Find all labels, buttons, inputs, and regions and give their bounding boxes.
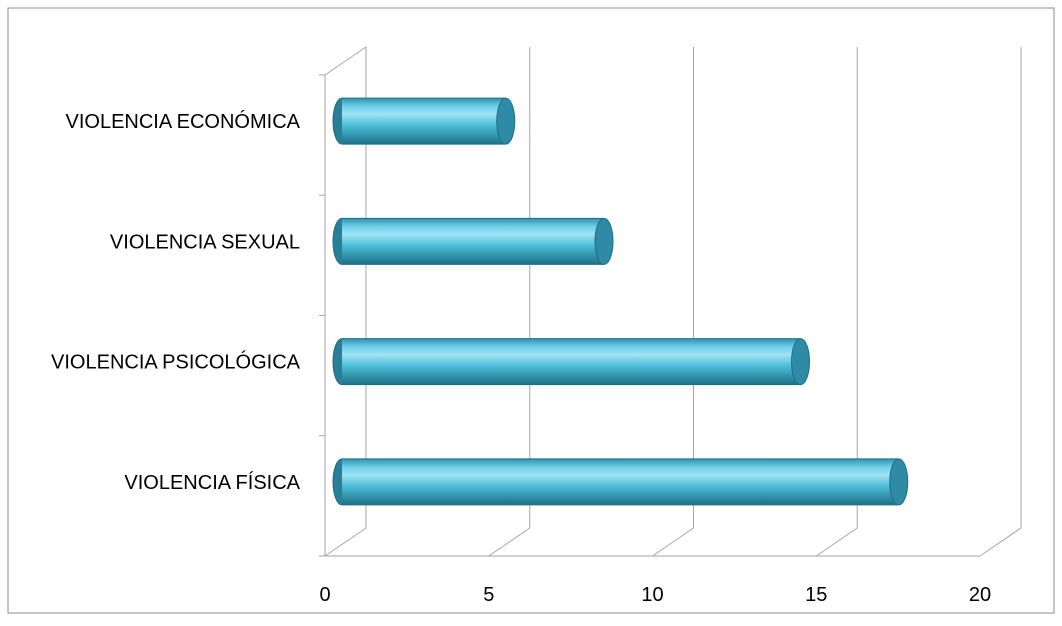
left-wall-top-edge [324,46,367,76]
bar-end-cap [594,217,614,265]
bar [332,217,614,265]
bar [332,338,810,386]
bar-body [342,338,801,385]
category-label: VIOLENCIA SEXUAL [110,231,300,253]
floor-gridline [979,527,1022,557]
labels-layer: 0 5 10 15 20 VIOLENCIA ECONÓMICA VIOLENCIA SEX… [51,110,991,606]
floor-gridline [815,527,858,557]
x-tick-label: 15 [805,584,827,606]
bar-body [342,458,899,505]
grid-layer [319,46,1022,557]
floor-gridline [652,527,694,557]
bar-end-cap [496,97,516,145]
category-label: VIOLENCIA PSICOLÓGICA [51,351,301,374]
plot-border [7,7,1055,614]
x-tick-label: 5 [483,584,494,606]
bar-end-cap [791,338,810,386]
x-tick-label: 0 [319,584,330,606]
bars-layer [332,97,909,506]
category-label: VIOLENCIA ECONÓMICA [66,110,301,133]
x-tick-label: 20 [969,584,991,606]
bar-body [342,218,604,265]
bar-end-cap [889,458,909,506]
floor-gridline [488,527,531,557]
x-tick-label: 10 [641,584,663,606]
bar-body [342,98,506,145]
floor-gridline [324,527,367,557]
category-label: VIOLENCIA FÍSICA [124,471,300,494]
bar [332,458,909,506]
bar [332,97,516,145]
